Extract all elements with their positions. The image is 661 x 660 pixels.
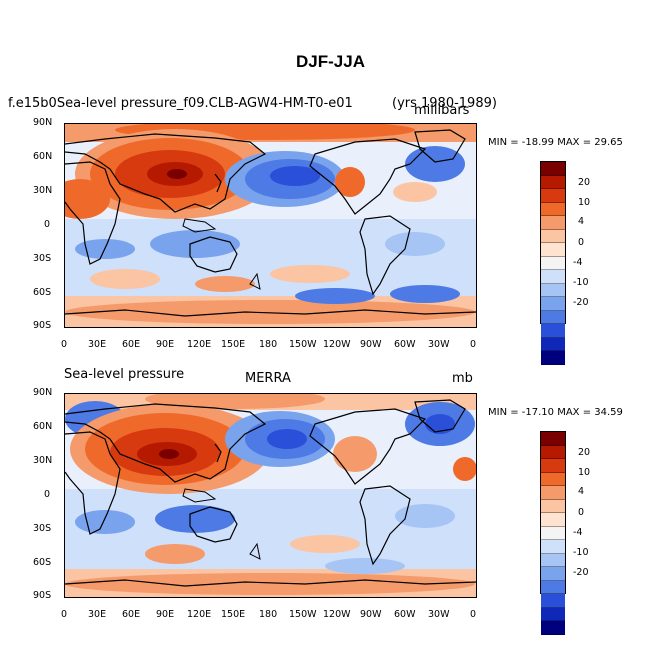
lon-tick: 0 [470,339,477,350]
lon-tick: 150W [289,339,317,350]
panel-model-minmax: MIN = -18.99 MAX = 29.65 [488,137,623,148]
lon-tick: 60W [394,339,416,350]
lon-tick: 90W [360,609,382,620]
colorbar-label: 20 [578,177,591,188]
colorbar-label: 4 [578,486,585,497]
lat-tick: 0 [44,219,51,230]
lon-tick: 0 [61,339,68,350]
lat-tick: 60N [33,421,53,432]
colorbar-label: 10 [578,467,591,478]
colorbar-label: -20 [573,297,589,308]
panel-merra-colorbar [540,431,566,635]
lon-tick: 0 [470,609,477,620]
lon-tick: 30W [428,609,450,620]
panel-merra-minmax: MIN = -17.10 MAX = 34.59 [488,407,623,418]
figure-title: DJF-JJA [296,52,365,71]
lon-tick: 150W [289,609,317,620]
lat-tick: 60S [33,557,52,568]
lon-tick: 150E [221,609,246,620]
lon-tick: 150E [221,339,246,350]
lat-tick: 60S [33,287,52,298]
colorbar-label: 4 [578,216,585,227]
lat-tick: 90N [33,387,53,398]
lon-tick: 30W [428,339,450,350]
lon-tick: 60E [122,609,141,620]
lat-tick: 30N [33,185,53,196]
lat-tick: 60N [33,151,53,162]
lon-tick: 0 [61,609,68,620]
panel-model-units: millibars [414,103,470,118]
lon-tick: 120W [323,609,351,620]
panel-merra-center-title: MERRA [245,371,291,386]
lon-tick: 60E [122,339,141,350]
panel-merra-map [64,393,477,598]
colorbar-label: 20 [578,447,591,458]
panel-model-right-title: (yrs 1980-1989) [392,96,497,111]
lon-tick: 60W [394,609,416,620]
colorbar-label: -10 [573,547,589,558]
colorbar-label: 0 [578,237,585,248]
lon-tick: 120E [187,609,212,620]
panel-merra-units: mb [452,371,473,386]
colorbar-label: -10 [573,277,589,288]
lon-tick: 120W [323,339,351,350]
colorbar-label: -4 [573,527,583,538]
colorbar-label: 0 [578,507,585,518]
panel-model-map [64,123,477,328]
lon-tick: 180 [259,339,278,350]
lat-tick: 30S [33,253,52,264]
panel-model-left-title: f.e15b0Sea-level pressure_f09.CLB-AGW4-H… [8,96,353,111]
lat-tick: 0 [44,489,51,500]
colorbar-label: -4 [573,257,583,268]
lon-tick: 30E [88,339,107,350]
lon-tick: 120E [187,339,212,350]
lon-tick: 90E [156,339,175,350]
colorbar-label: 10 [578,197,591,208]
lon-tick: 90E [156,609,175,620]
panel-model-colorbar [540,161,566,365]
lat-tick: 90S [33,320,52,331]
panel-model-map-svg [65,124,476,327]
colorbar-label: -20 [573,567,589,578]
panel-merra-map-svg [65,394,476,597]
lon-tick: 90W [360,339,382,350]
panel-merra-left-title: Sea-level pressure [64,367,185,382]
lon-tick: 30E [88,609,107,620]
lat-tick: 30N [33,455,53,466]
lat-tick: 90N [33,117,53,128]
lat-tick: 30S [33,523,52,534]
lat-tick: 90S [33,590,52,601]
lon-tick: 180 [259,609,278,620]
